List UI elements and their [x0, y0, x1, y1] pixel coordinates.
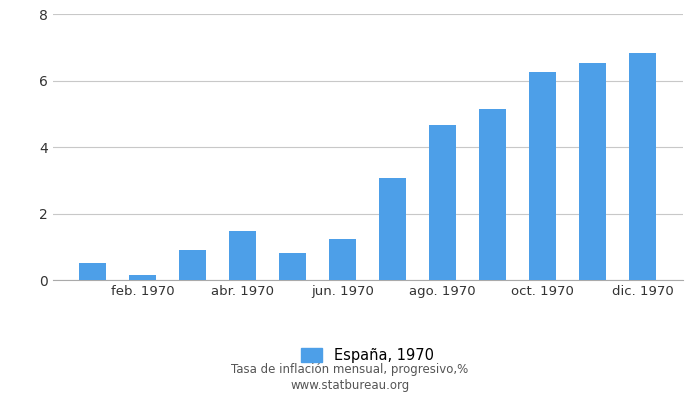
Bar [229, 231, 256, 280]
Bar [479, 109, 506, 280]
Bar [178, 250, 206, 280]
Bar [279, 254, 307, 280]
Text: Tasa de inflación mensual, progresivo,%: Tasa de inflación mensual, progresivo,% [232, 364, 468, 376]
Legend: España, 1970: España, 1970 [302, 348, 433, 363]
Bar [629, 53, 657, 280]
Bar [579, 63, 606, 280]
Bar [428, 125, 456, 280]
Bar [528, 72, 556, 280]
Bar [379, 178, 406, 280]
Bar [129, 275, 156, 280]
Text: www.statbureau.org: www.statbureau.org [290, 380, 410, 392]
Bar [78, 263, 106, 280]
Bar [329, 240, 356, 280]
